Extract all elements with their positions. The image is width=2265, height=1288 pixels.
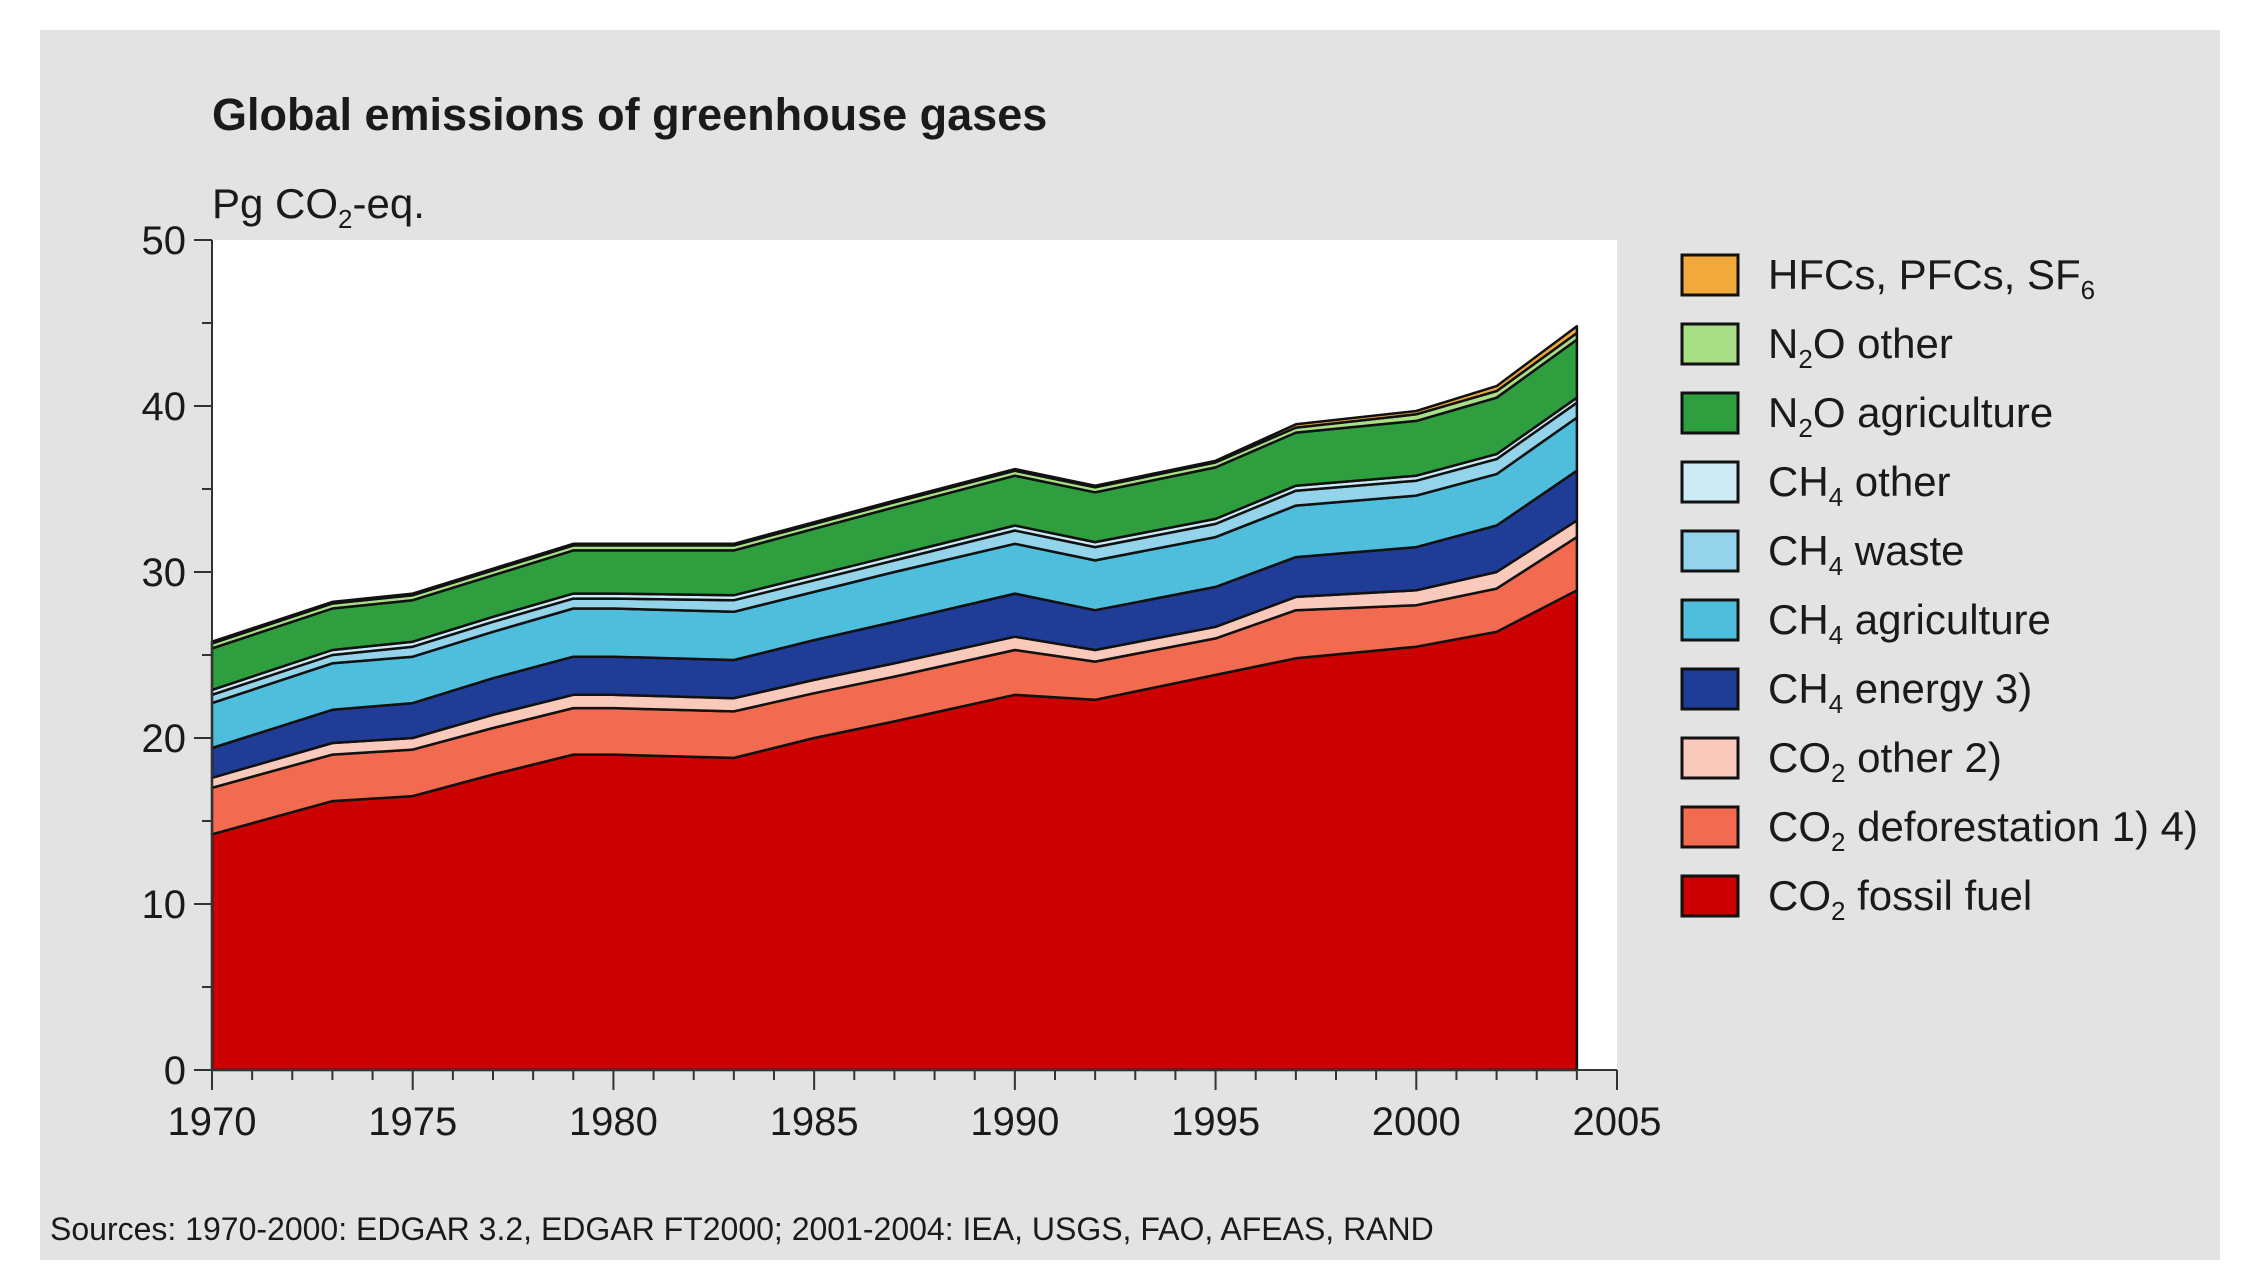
x-tick-label: 1975 — [368, 1100, 457, 1144]
emissions-chart: Global emissions of greenhouse gases Pg … — [50, 89, 2198, 1247]
area-hfcs-pfcs-sf6 — [210, 325, 1579, 645]
legend-swatch-hfcs-pfcs-sf6 — [1680, 253, 1740, 297]
y-tick-label: 40 — [142, 385, 187, 429]
y-tick-label: 30 — [142, 551, 187, 595]
y-tick-label: 50 — [142, 219, 187, 263]
legend-swatch-co2-deforestation — [1680, 805, 1740, 849]
x-tick-label: 1985 — [770, 1100, 859, 1144]
chart-panel: Global emissions of greenhouse gases Pg … — [40, 30, 2220, 1260]
y-tick-label: 10 — [142, 883, 187, 927]
legend-label-co2-fossil-fuel: CO2 fossil fuel — [1768, 872, 2032, 926]
y-axis-unit: Pg CO2-eq. — [212, 180, 425, 234]
x-tick-label: 2005 — [1573, 1100, 1662, 1144]
legend-swatch-co2-fossil-fuel — [1680, 874, 1740, 918]
legend-label-ch4-agriculture: CH4 agriculture — [1768, 596, 2051, 650]
legend-swatch-ch4-waste — [1680, 529, 1740, 573]
legend-label-hfcs-pfcs-sf6: HFCs, PFCs, SF6 — [1768, 251, 2095, 305]
legend-label-co2-deforestation: CO2 deforestation 1) 4) — [1768, 803, 2198, 857]
legend-label-ch4-waste: CH4 waste — [1768, 527, 1965, 581]
source-note: Sources: 1970-2000: EDGAR 3.2, EDGAR FT2… — [50, 1211, 1434, 1247]
legend-swatch-co2-other — [1680, 736, 1740, 780]
legend-label-ch4-other: CH4 other — [1768, 458, 1951, 512]
x-tick-label: 2000 — [1372, 1100, 1461, 1144]
chart-title: Global emissions of greenhouse gases — [212, 89, 1047, 140]
y-tick-label: 20 — [142, 717, 187, 761]
legend-swatch-ch4-agriculture — [1680, 598, 1740, 642]
x-tick-label: 1990 — [970, 1100, 1059, 1144]
legend-label-ch4-energy: CH4 energy 3) — [1768, 665, 2032, 719]
legend: HFCs, PFCs, SF6 N2O other N2O agriculture C… — [1680, 251, 2198, 926]
legend-swatch-n2o-agriculture — [1680, 391, 1740, 435]
legend-label-co2-other: CO2 other 2) — [1768, 734, 2002, 788]
x-tick-label: 1995 — [1171, 1100, 1260, 1144]
x-tick-label: 1980 — [569, 1100, 658, 1144]
x-tick-label: 1970 — [168, 1100, 257, 1144]
axes: 0 10 20 30 40 50 1970 1975 1980 1985 1990 1995 2000 2… — [142, 219, 1662, 1144]
legend-swatch-ch4-other — [1680, 460, 1740, 504]
legend-label-n2o-agriculture: N2O agriculture — [1768, 389, 2053, 443]
legend-swatch-ch4-energy — [1680, 667, 1740, 711]
legend-swatch-n2o-other — [1680, 322, 1740, 366]
legend-label-n2o-other: N2O other — [1768, 320, 1953, 374]
y-tick-label: 0 — [164, 1049, 186, 1093]
